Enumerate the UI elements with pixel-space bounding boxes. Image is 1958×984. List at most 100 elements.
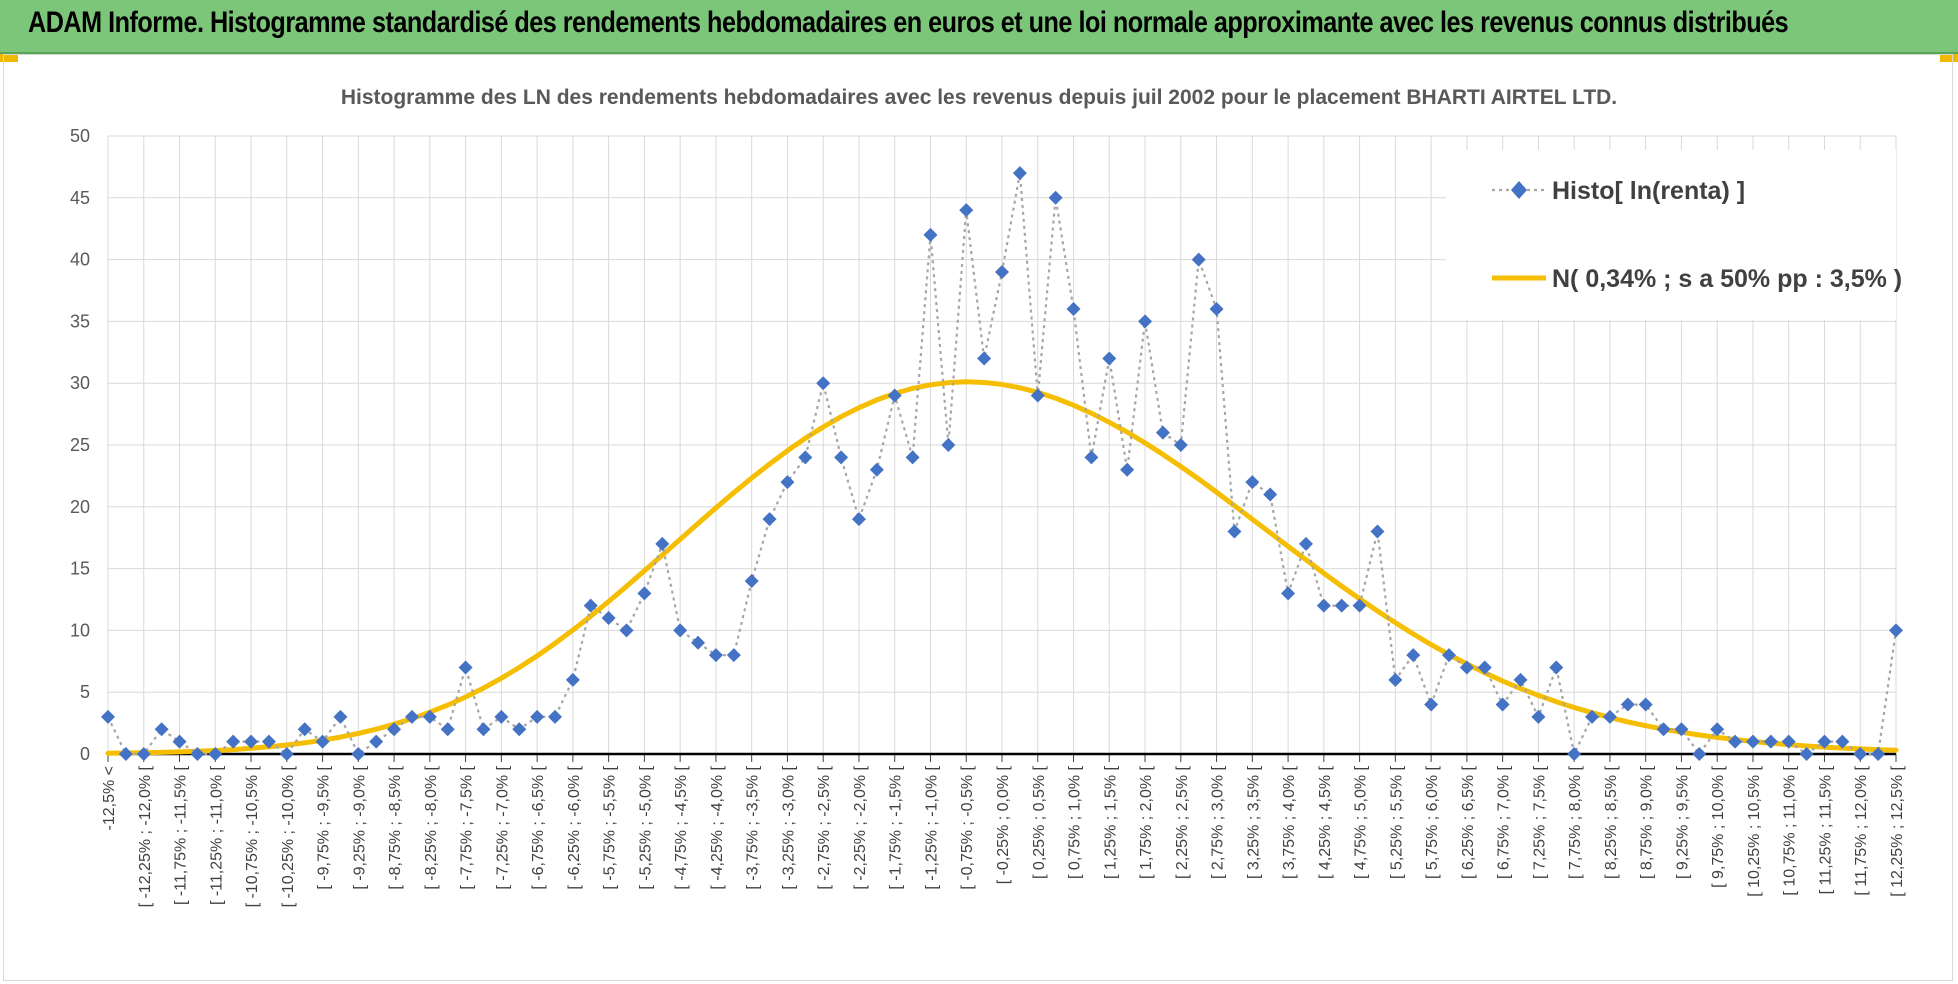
- x-tick-label: [ 4,75% ; 5,0% [: [1353, 765, 1370, 879]
- x-tick-label: [ 6,75% ; 7,0% [: [1496, 765, 1513, 879]
- y-tick-label: 25: [70, 435, 90, 455]
- histogram-point: [1424, 697, 1439, 712]
- x-tick-label: [ 1,75% ; 2,0% [: [1138, 765, 1155, 879]
- x-tick-label: [ -8,75% ; -8,5% [: [387, 765, 404, 889]
- histogram-point: [655, 536, 670, 551]
- x-tick-label: [ -1,25% ; -1,0% [: [923, 765, 940, 889]
- histogram-point: [726, 648, 741, 663]
- x-tick-label: [ 12,25% ; 12,5% [: [1889, 765, 1906, 896]
- histogram-point: [404, 709, 419, 724]
- x-tick-label: [ -2,75% ; -2,5% [: [816, 765, 833, 889]
- legend-background: [1446, 150, 1896, 320]
- legend-histo-marker: [1511, 181, 1527, 199]
- x-tick-label: [ 5,75% ; 6,0% [: [1424, 765, 1441, 879]
- x-tick-label: [ 11,25% ; 11,5% [: [1817, 765, 1834, 894]
- x-tick-label: [ -0,25% ; 0,0% [: [995, 765, 1012, 884]
- y-tick-label: 15: [70, 559, 90, 579]
- corner-mark-right: [1940, 54, 1958, 62]
- histogram-point: [1602, 709, 1617, 724]
- histogram-point: [995, 264, 1009, 279]
- histogram-point: [101, 709, 115, 724]
- histogram-point: [1138, 314, 1153, 329]
- histogram-point: [1155, 425, 1170, 440]
- x-tick-label: [ 3,25% ; 3,5% [: [1245, 765, 1262, 879]
- histogram-point: [1728, 734, 1743, 749]
- series-histogram: [101, 166, 1903, 761]
- legend-histo-label: Histo[ ln(renta) ]: [1552, 177, 1745, 205]
- histogram-point: [1030, 388, 1045, 403]
- x-tick-label: [ 2,75% ; 3,0% [: [1210, 765, 1227, 879]
- histogram-point: [1763, 734, 1778, 749]
- histogram-point: [333, 709, 348, 724]
- histogram-point: [1370, 524, 1385, 539]
- histogram-point: [208, 747, 223, 761]
- histogram-point: [261, 734, 276, 749]
- x-tick-label: [ -6,75% ; -6,5% [: [530, 765, 547, 889]
- y-tick-label: 0: [80, 744, 90, 764]
- histogram-point: [1477, 660, 1492, 675]
- histogram-point: [637, 586, 652, 601]
- histogram-point: [494, 709, 509, 724]
- histogram-point: [887, 388, 902, 403]
- histogram-point: [1012, 166, 1027, 181]
- histogram-point: [1567, 747, 1582, 761]
- histogram-point: [315, 734, 330, 749]
- x-tick-label: [ -1,75% ; -1,5% [: [888, 765, 905, 889]
- histogram-point: [619, 623, 634, 638]
- x-tick-label: [ -5,75% ; -5,5% [: [602, 765, 619, 889]
- histogram-point: [1585, 709, 1600, 724]
- histogram-point: [422, 709, 437, 724]
- histogram-point: [512, 722, 527, 737]
- histogram-point: [941, 438, 956, 452]
- histogram-point: [1674, 722, 1689, 737]
- histogram-point: [851, 512, 866, 527]
- x-tick-label: [ -11,25% ; -11,0% [: [208, 765, 225, 905]
- y-tick-label: 20: [70, 497, 90, 517]
- y-tick-label: 5: [80, 682, 90, 702]
- x-axis-ticks: -12,5% < [ -12,25% ; -12,0% [[ -11,75% ; …: [101, 765, 1906, 907]
- x-tick-label: [ 7,75% ; 8,0% [: [1567, 765, 1584, 879]
- x-tick-label: [ -6,25% ; -6,0% [: [566, 765, 583, 889]
- histogram-point: [440, 722, 455, 737]
- histogram-point: [172, 734, 187, 749]
- histogram-point: [1263, 487, 1278, 502]
- x-tick-label: [ 5,25% ; 5,5% [: [1388, 765, 1405, 879]
- x-tick-label: [ 10,25% ; 10,5% [: [1746, 765, 1763, 896]
- x-tick-label: [ -0,75% ; -0,5% [: [959, 765, 976, 889]
- histogram-point: [118, 747, 133, 761]
- x-tick-label: [ -4,25% ; -4,0% [: [709, 765, 726, 889]
- histogram-point: [297, 722, 312, 737]
- x-tick-label: [ 2,25% ; 2,5% [: [1174, 765, 1191, 879]
- histogram-point: [458, 660, 473, 675]
- histogram-point: [136, 747, 151, 761]
- histogram-point: [744, 573, 759, 588]
- x-tick-label: [ -5,25% ; -5,0% [: [637, 765, 654, 889]
- histogram-point: [369, 734, 384, 749]
- x-tick-label: [ 1,25% ; 1,5% [: [1102, 765, 1119, 879]
- histogram-point: [1102, 351, 1117, 366]
- histogram-point: [708, 648, 723, 663]
- histogram-point: [244, 734, 259, 749]
- histogram-point: [1442, 648, 1456, 663]
- histogram-point: [387, 722, 402, 737]
- histogram-point: [548, 709, 562, 724]
- series-normal-curve: [105, 379, 1899, 756]
- y-axis-ticks: 0 5 10 15 20 25 30 35 40 45 50: [70, 126, 90, 764]
- corner-mark-left: [0, 54, 18, 62]
- y-tick-label: 50: [70, 126, 90, 146]
- histogram-point: [1745, 734, 1760, 749]
- histogram-point: [279, 747, 294, 761]
- chart-frame: [3, 54, 1953, 981]
- x-tick-label: [ 8,75% ; 9,0% [: [1639, 765, 1656, 879]
- histogram-point: [1799, 747, 1814, 761]
- histogram-point: [1781, 734, 1796, 749]
- y-tick-label: 45: [70, 188, 90, 208]
- histogram-point: [1853, 747, 1868, 761]
- histogram-point: [565, 672, 580, 687]
- histogram-point: [1048, 190, 1063, 205]
- histogram-point: [780, 475, 795, 490]
- histogram-point: [154, 722, 169, 737]
- histogram-point: [1388, 672, 1403, 687]
- x-tick-label: [ 8,25% ; 8,5% [: [1603, 765, 1620, 879]
- x-tick-label: [ -10,75% ; -10,5% [: [244, 765, 261, 907]
